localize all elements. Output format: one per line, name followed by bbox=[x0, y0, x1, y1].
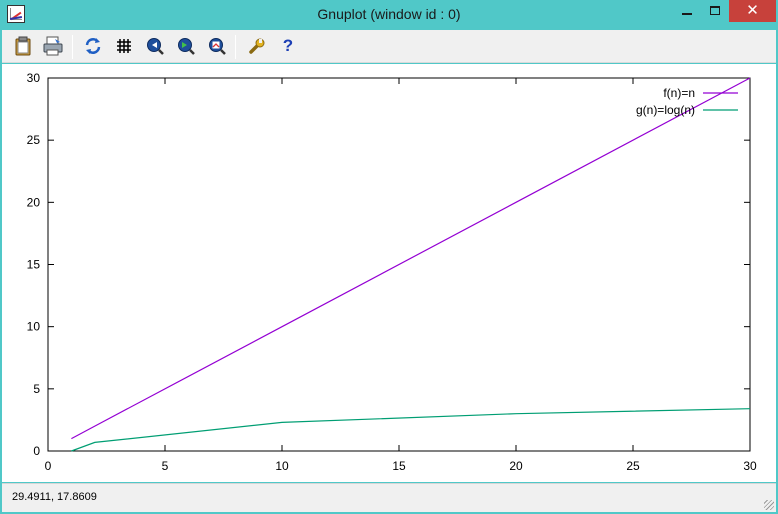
legend-label: f(n)=n bbox=[663, 86, 695, 100]
help-button[interactable]: ? bbox=[277, 35, 299, 57]
y-tick-label: 30 bbox=[27, 71, 41, 85]
minimize-button[interactable] bbox=[673, 0, 701, 22]
plot-area[interactable]: 0 5 10 15 20 25 30 0 5 10 15 20 25 30 f(n)=n g(n)=log(… bbox=[2, 64, 776, 482]
x-tick-label: 30 bbox=[743, 459, 757, 473]
grid-toggle-button[interactable] bbox=[113, 35, 135, 57]
resize-grip[interactable] bbox=[764, 500, 774, 510]
series-line-g bbox=[71, 408, 751, 452]
axis-ticks: 0 5 10 15 20 25 30 0 5 10 15 20 25 30 bbox=[27, 71, 757, 473]
grid-icon bbox=[117, 39, 131, 53]
zoom-next-button[interactable] bbox=[175, 35, 197, 57]
x-tick-label: 5 bbox=[162, 459, 169, 473]
maximize-button[interactable] bbox=[701, 0, 729, 22]
zoom-previous-icon bbox=[147, 38, 164, 55]
options-button[interactable] bbox=[246, 35, 268, 57]
close-button[interactable]: ✕ bbox=[729, 0, 776, 22]
toolbar-separator bbox=[235, 35, 236, 59]
x-tick-label: 25 bbox=[626, 459, 640, 473]
replot-button[interactable] bbox=[82, 35, 104, 57]
y-tick-label: 0 bbox=[33, 444, 40, 458]
y-tick-label: 10 bbox=[27, 320, 41, 334]
zoom-previous-button[interactable] bbox=[144, 35, 166, 57]
print-button[interactable] bbox=[42, 35, 64, 57]
options-wrench-icon bbox=[249, 38, 265, 54]
x-tick-label: 15 bbox=[392, 459, 406, 473]
x-tick-label: 10 bbox=[275, 459, 289, 473]
y-tick-label: 25 bbox=[27, 133, 41, 147]
legend: f(n)=n g(n)=log(n) bbox=[636, 86, 738, 117]
zoom-next-icon bbox=[178, 38, 195, 55]
autoscale-icon bbox=[209, 38, 226, 55]
mouse-coordinates-readout: 29.4911, 17.8609 bbox=[12, 491, 97, 503]
legend-label: g(n)=log(n) bbox=[636, 103, 695, 117]
close-icon: ✕ bbox=[746, 2, 759, 19]
toolbar: ? bbox=[2, 30, 776, 63]
y-tick-label: 5 bbox=[33, 382, 40, 396]
gnuplot-app-icon[interactable] bbox=[7, 5, 25, 23]
title-bar[interactable]: Gnuplot (window id : 0) ✕ bbox=[0, 0, 778, 30]
help-icon: ? bbox=[282, 36, 294, 55]
replot-icon bbox=[85, 38, 101, 54]
copy-clipboard-icon bbox=[15, 36, 31, 56]
series-line-f bbox=[71, 77, 751, 440]
window-title: Gnuplot (window id : 0) bbox=[317, 6, 461, 22]
print-icon bbox=[43, 36, 63, 56]
autoscale-button[interactable] bbox=[206, 35, 228, 57]
y-tick-label: 20 bbox=[27, 195, 41, 209]
x-tick-label: 20 bbox=[509, 459, 523, 473]
copy-clipboard-button[interactable] bbox=[12, 35, 34, 57]
chart-svg[interactable]: 0 5 10 15 20 25 30 0 5 10 15 20 25 30 f(n)=n g(n)=log(… bbox=[2, 64, 776, 482]
x-tick-label: 0 bbox=[45, 459, 52, 473]
minimize-icon bbox=[682, 13, 692, 15]
y-tick-label: 15 bbox=[27, 258, 41, 272]
toolbar-separator bbox=[72, 35, 73, 59]
status-bar: 29.4911, 17.8609 bbox=[2, 483, 776, 512]
maximize-icon bbox=[710, 6, 720, 15]
series-lines bbox=[71, 77, 751, 452]
